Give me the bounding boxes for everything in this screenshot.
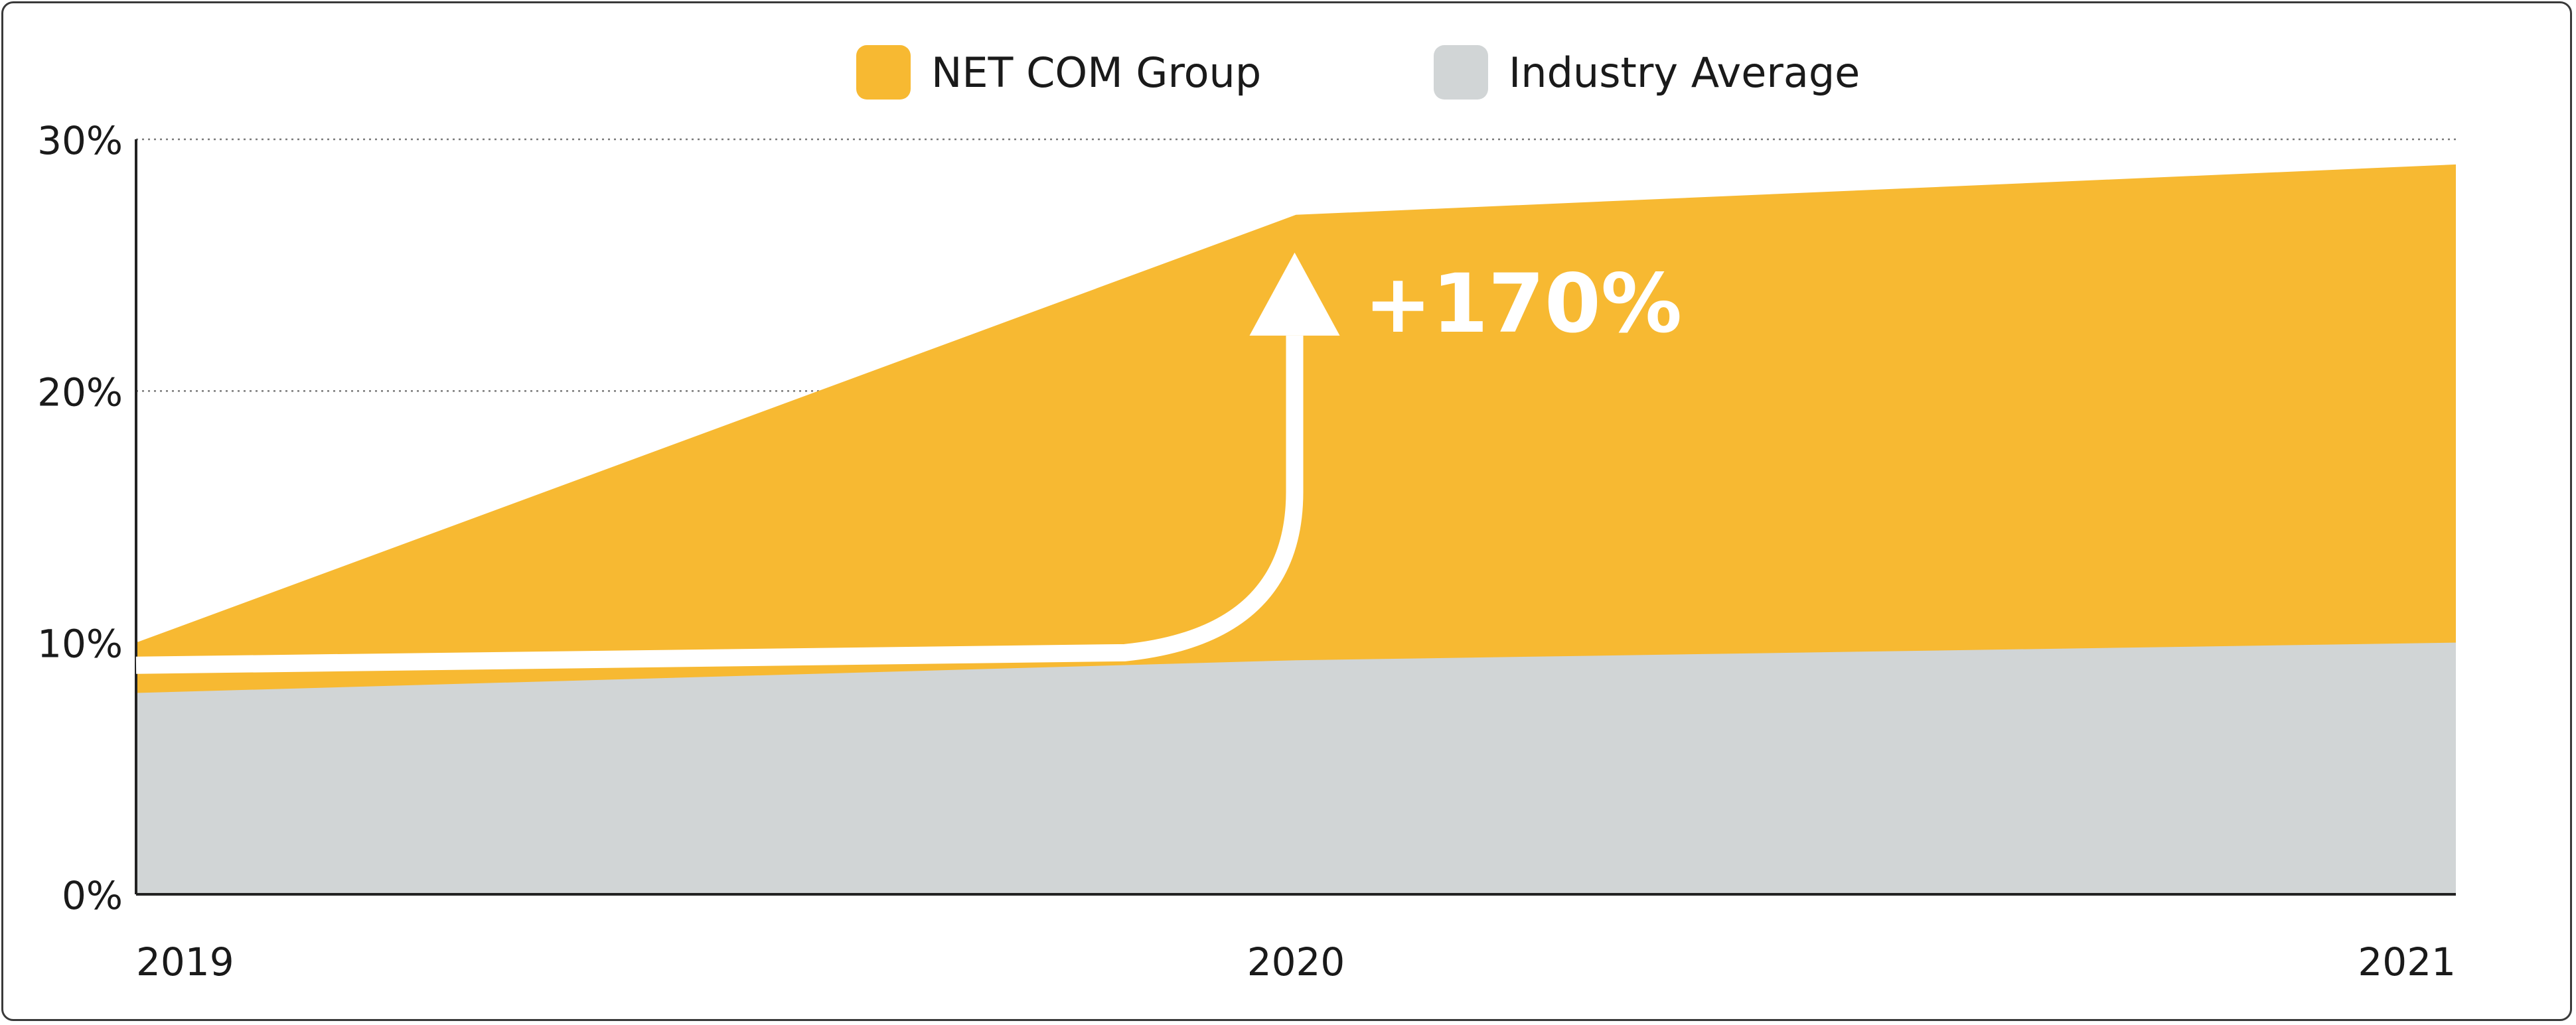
y-tick-label: 20% <box>37 370 123 415</box>
area-industry-average <box>136 642 2456 894</box>
legend: NET COM Group Industry Average <box>856 45 1860 100</box>
annotation-label: +170% <box>1364 257 1682 351</box>
y-tick-label: 0% <box>62 873 123 918</box>
x-tick-label: 2020 <box>1247 939 1345 985</box>
legend-swatch <box>1434 45 1488 100</box>
legend-swatch <box>856 45 911 100</box>
y-tick-label: 30% <box>37 118 123 163</box>
y-tick-label: 10% <box>37 622 123 667</box>
x-tick-label: 2021 <box>2358 939 2456 985</box>
growth-arrow-line <box>135 335 1304 674</box>
x-tick-label: 2019 <box>136 939 234 985</box>
up-arrow-icon <box>1249 252 1340 336</box>
annotation: +170% <box>135 252 1682 674</box>
legend-label: NET COM Group <box>931 48 1261 97</box>
legend-label: Industry Average <box>1509 48 1860 97</box>
axes: 0% 10% 20% 30% 2019 2020 2021 <box>37 118 2456 985</box>
area-chart: NET COM Group Industry Average 0% 10% 20% 30… <box>37 45 2456 985</box>
